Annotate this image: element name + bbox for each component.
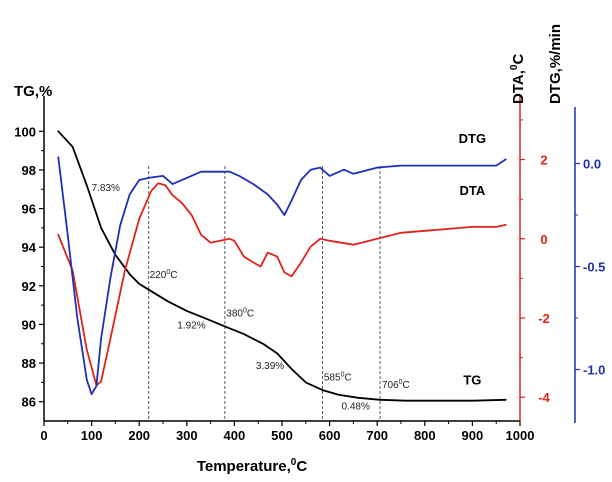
- annotation-label: 3.39%: [256, 361, 284, 372]
- tg-tick-label: 94: [22, 240, 37, 255]
- series-label-tg: TG: [463, 372, 481, 387]
- dtg-tick-label: 0.0: [583, 157, 601, 172]
- tg-tick-label: 98: [22, 163, 36, 178]
- series-label-dtg: DTG: [459, 131, 486, 146]
- tg-tick-label: 86: [22, 395, 36, 410]
- x-tick-label: 600: [319, 428, 341, 443]
- series-dta-line: [57, 182, 507, 387]
- annotation-label: 2200C: [150, 269, 178, 281]
- annotation-label: 3800C: [226, 308, 254, 320]
- tg-tick-label: 88: [22, 356, 36, 371]
- dta-tick-label: -2: [538, 311, 550, 326]
- x-tick-label: 900: [462, 428, 484, 443]
- annotation-label: 7060C: [382, 379, 410, 391]
- tg-tick-label: 90: [22, 317, 36, 332]
- series-label-dta: DTA: [460, 183, 486, 198]
- x-tick-label: 700: [366, 428, 388, 443]
- tg-tick-label: 92: [22, 279, 36, 294]
- tg-tick-label: 100: [14, 124, 36, 139]
- series-dtg-line: [57, 156, 507, 396]
- plot-area: 0 100 200 300 400 500 600 700 800 900 1000Temperat…: [14, 24, 605, 475]
- x-tick-label: 800: [414, 428, 436, 443]
- x-tick-label: 200: [128, 428, 150, 443]
- x-tick-label: 300: [176, 428, 198, 443]
- x-tick-label: 400: [224, 428, 246, 443]
- annotation-label: 0.48%: [342, 401, 370, 412]
- x-tick-label: 0: [40, 428, 47, 443]
- annotation-label: 1.92%: [177, 320, 205, 331]
- x-axis-title: Temperature,0C: [197, 457, 307, 475]
- tg-axis-title: TG,%: [14, 83, 52, 100]
- x-tick-label: 1000: [506, 428, 535, 443]
- annotation-label: 7.83%: [92, 183, 120, 194]
- dta-axis-title: DTA,0C: [509, 54, 527, 104]
- dta-tick-label: -4: [538, 390, 550, 405]
- tg-tick-label: 96: [22, 202, 36, 217]
- x-tick-label: 100: [81, 428, 103, 443]
- dta-tick-label: 0: [540, 232, 547, 247]
- dta-tick-label: 2: [540, 153, 547, 168]
- dtg-tick-label: -0.5: [583, 260, 605, 275]
- dtg-axis-title: DTG,%/min: [547, 24, 564, 104]
- dtg-tick-label: -1.0: [583, 363, 605, 378]
- x-tick-label: 500: [271, 428, 293, 443]
- annotation-label: 5850C: [324, 371, 352, 383]
